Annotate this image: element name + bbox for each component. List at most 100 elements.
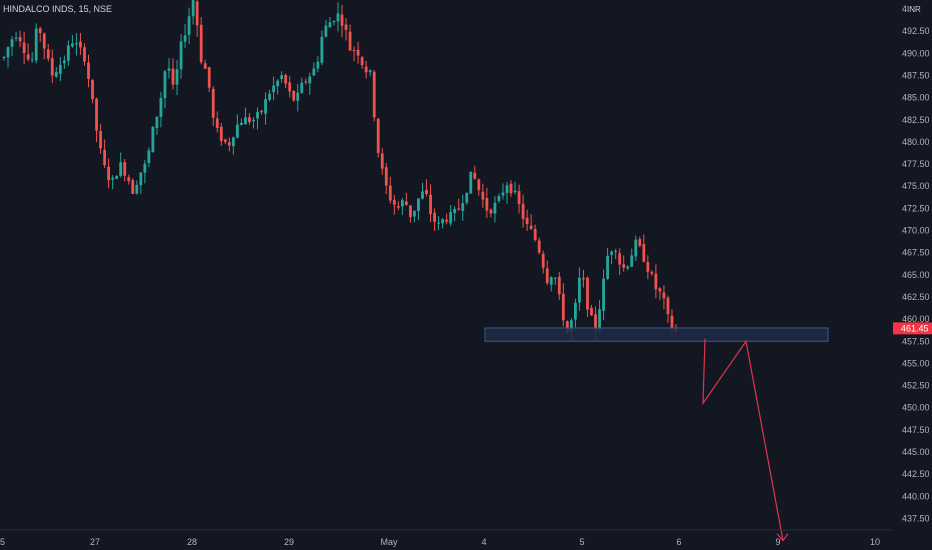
x-tick-label: 5 [579, 537, 584, 547]
candle-body [594, 314, 597, 330]
candle-body [477, 179, 481, 191]
candle-body [473, 172, 477, 179]
candle-body [54, 72, 58, 77]
candle-body [332, 21, 336, 23]
candle-body [167, 68, 171, 71]
candle-body [276, 80, 280, 87]
x-tick-label: 28 [187, 537, 197, 547]
symbol-title: HINDALCO INDS, 15, NSE [3, 4, 112, 14]
candle-body [654, 273, 658, 290]
candle-body [252, 119, 255, 122]
candle-body [384, 167, 388, 186]
y-tick-label: 455.00 [902, 358, 930, 368]
candle-body [155, 116, 159, 129]
candle-body [505, 185, 509, 194]
candle-body [179, 41, 183, 70]
candle-body [533, 228, 537, 241]
candle-body [223, 139, 227, 143]
x-tick-label: May [380, 537, 398, 547]
candle-body [509, 183, 513, 194]
candle-body [485, 198, 489, 211]
candle-body [352, 49, 356, 51]
candle-body [240, 122, 243, 125]
y-tick-label: 472.50 [902, 203, 930, 213]
x-tick-label: 4 [481, 537, 486, 547]
candle-body [409, 205, 412, 218]
candle-body [569, 320, 573, 332]
y-tick-label: 452.50 [902, 381, 930, 391]
candle-body [324, 25, 328, 37]
candle-body [602, 278, 605, 311]
candle-body [372, 71, 376, 118]
y-tick-label: 475.00 [902, 181, 930, 191]
candle-body [425, 189, 428, 194]
candle-body [658, 288, 662, 292]
candle-body [638, 239, 642, 246]
candle-body [541, 253, 545, 268]
candle-body [650, 272, 654, 274]
candle-body [219, 126, 223, 141]
candle-body [199, 24, 203, 63]
x-tick-label: 6 [676, 537, 681, 547]
last-price-value: 461.45 [901, 323, 929, 333]
candlestick-series [2, 0, 678, 342]
candle-body [135, 185, 139, 194]
x-tick-label: 9 [775, 537, 780, 547]
candle-body [606, 255, 609, 279]
time-axis[interactable]: 5 27 28 29 May 4 5 6 9 10 [0, 529, 893, 547]
candle-body [461, 203, 465, 211]
candle-body [296, 92, 300, 101]
y-tick-label: 442.50 [902, 469, 930, 479]
candle-body [380, 153, 384, 169]
candle-body [227, 142, 231, 146]
candle-body [646, 261, 650, 272]
candle-body [642, 244, 646, 262]
candle-body [203, 63, 207, 69]
y-tick-label: 437.50 [902, 513, 930, 523]
candle-body [75, 43, 78, 45]
candle-body [388, 185, 392, 201]
y-tick-label: 487.50 [902, 70, 930, 80]
y-tick-label: 492.50 [902, 26, 930, 36]
candle-body [264, 99, 267, 114]
candle-body [244, 117, 247, 125]
candle-body [284, 74, 288, 84]
y-tick-label: 4 [902, 4, 907, 14]
candle-body [312, 68, 316, 76]
x-tick-label: 10 [870, 537, 880, 547]
candle-body [280, 75, 284, 80]
candle-body [396, 206, 400, 208]
candle-body [248, 117, 251, 123]
candle-body [175, 69, 179, 85]
projection-path[interactable] [702, 338, 784, 541]
candle-body [618, 253, 622, 265]
candle-body [320, 36, 324, 63]
candle-body [111, 177, 115, 180]
candle-body [235, 124, 239, 138]
candle-body [561, 293, 565, 321]
candle-body [348, 31, 352, 51]
support-zone[interactable] [484, 327, 829, 342]
candle-body [610, 251, 614, 255]
candle-body [83, 47, 86, 62]
y-tick-label: 465.00 [902, 270, 930, 280]
candle-body [66, 45, 70, 61]
candle-body [18, 37, 22, 42]
candle-body [614, 251, 618, 253]
candle-body [119, 162, 123, 176]
x-tick-label: 29 [284, 537, 294, 547]
candle-body [557, 276, 561, 295]
candle-body [38, 28, 42, 34]
candle-body [2, 57, 6, 59]
candle-body [549, 277, 553, 285]
candle-body [453, 208, 457, 214]
candle-body [103, 149, 106, 166]
candle-body [211, 88, 215, 118]
y-tick-label: 445.00 [902, 447, 930, 457]
candle-body [662, 292, 666, 299]
candle-body [501, 192, 505, 196]
candle-body [260, 110, 263, 113]
arrow-head-icon [776, 533, 789, 542]
price-axis[interactable]: 4 492.50 490.00 487.50 485.00 482.50 480.00 477… [893, 0, 932, 530]
